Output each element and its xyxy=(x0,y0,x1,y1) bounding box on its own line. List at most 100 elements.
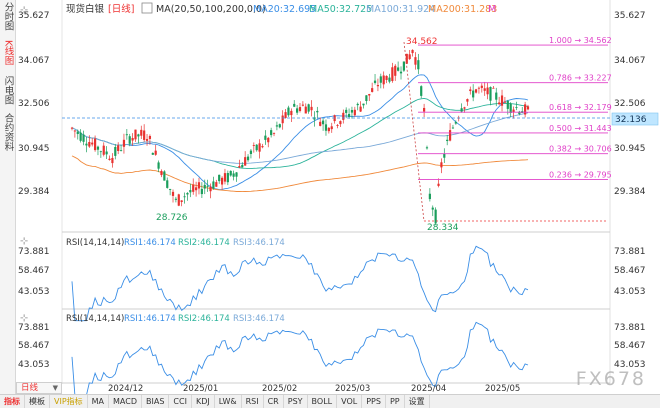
candle-body xyxy=(345,109,348,113)
candle-body xyxy=(108,158,111,160)
candle-body xyxy=(405,53,408,64)
time-tick: 2025/05 xyxy=(485,384,520,394)
candle-body xyxy=(388,77,391,82)
fib-level-label: 0.618 → 32.179 xyxy=(549,103,612,112)
period-selector[interactable]: 日线 ▼ xyxy=(16,382,62,394)
candle-body xyxy=(347,113,351,117)
low-annotation: 28.334 xyxy=(427,223,459,233)
crosshair-icon[interactable]: ⊹ xyxy=(20,5,28,16)
candle-body xyxy=(466,99,469,102)
candle-body xyxy=(420,86,423,96)
candle-body xyxy=(171,191,175,196)
toolbar-vip-indicators[interactable]: VIP指标 xyxy=(50,395,88,408)
ma-close-icon[interactable]: M xyxy=(488,4,496,15)
candle-body xyxy=(368,93,371,96)
fibonacci-retracement[interactable]: 1.000 → 34.562 0.786 → 33.227 0.618 → 32.1… xyxy=(418,36,612,180)
toolbar-cr[interactable]: CR xyxy=(264,395,284,408)
candle-body xyxy=(278,124,281,128)
candle-body xyxy=(183,196,186,198)
candle-body xyxy=(102,145,105,155)
toolbar-macd[interactable]: MACD xyxy=(109,395,143,408)
tab-contract-info[interactable]: 合约资料 xyxy=(0,113,16,154)
candle-body xyxy=(203,184,206,189)
candle-body xyxy=(293,103,296,107)
candle-body xyxy=(200,188,203,195)
fib-level-label: 0.786 → 33.227 xyxy=(549,74,612,83)
candle-body xyxy=(209,186,212,192)
candle-body xyxy=(313,117,316,120)
toolbar-settings[interactable]: 设置 xyxy=(405,395,430,408)
rsi-tick: 58.467 xyxy=(614,266,646,276)
candle-body xyxy=(319,121,322,126)
rsi-tick: 73.881 xyxy=(614,247,646,257)
candle-body xyxy=(88,141,91,147)
candle-body xyxy=(339,121,342,125)
candle-body xyxy=(91,142,94,145)
candle-body xyxy=(212,181,215,189)
rsi-tick: 43.053 xyxy=(614,287,646,297)
candle-body xyxy=(480,85,483,88)
toolbar-rsi[interactable]: RSI xyxy=(242,395,264,408)
candle-body xyxy=(423,107,426,112)
crosshair-icon[interactable]: ⊹ xyxy=(20,236,28,247)
candle-body xyxy=(174,198,177,200)
toolbar-pps[interactable]: PPS xyxy=(362,395,386,408)
toolbar-templates[interactable]: 模板 xyxy=(25,395,50,408)
current-price-badge xyxy=(611,112,659,126)
candle-body xyxy=(477,87,481,89)
crosshair-icon[interactable]: ⊹ xyxy=(20,313,28,324)
candle-body xyxy=(379,76,382,83)
tab-kline[interactable]: K线图 xyxy=(0,40,16,68)
candle-body xyxy=(373,80,377,83)
candle-body xyxy=(287,107,290,116)
candle-body xyxy=(246,156,250,161)
candle-body xyxy=(342,112,345,120)
fib-level-label: 1.000 → 34.562 xyxy=(549,36,612,45)
price-tick: 35.627 xyxy=(614,11,646,21)
candle-body xyxy=(261,146,264,148)
candle-body xyxy=(151,152,154,155)
time-tick: 2025/02 xyxy=(262,384,297,394)
candle-body xyxy=(397,67,400,71)
candle-body xyxy=(85,143,88,146)
toolbar-lw[interactable]: LW& xyxy=(215,395,242,408)
toolbar-pp[interactable]: PP xyxy=(386,395,405,408)
toolbar-psy[interactable]: PSY xyxy=(284,395,308,408)
candle-body xyxy=(215,182,218,187)
candle-body xyxy=(307,104,310,112)
toolbar-vol[interactable]: VOL xyxy=(337,395,363,408)
toolbar-cci[interactable]: CCI xyxy=(169,395,192,408)
toolbar-ma[interactable]: MA xyxy=(88,395,110,408)
toolbar-indicators[interactable]: 指标 xyxy=(0,395,25,408)
candle-body xyxy=(290,110,293,116)
toolbar-kdj[interactable]: KDJ xyxy=(192,395,215,408)
fib-level-label: 0.500 → 31.443 xyxy=(549,124,612,133)
toolbar-bias[interactable]: BIAS xyxy=(142,395,170,408)
ma20-value: MA20:32.695 xyxy=(253,4,316,15)
candle-body xyxy=(264,135,267,140)
tab-timeshare[interactable]: 分时图 xyxy=(0,2,16,34)
checkbox-icon[interactable] xyxy=(141,2,153,14)
candle-body xyxy=(515,107,518,108)
ma100-line xyxy=(71,112,529,164)
candle-body xyxy=(195,187,198,191)
candle-body xyxy=(524,104,527,115)
time-tick: 2025/01 xyxy=(183,384,218,394)
toolbar-boll[interactable]: BOLL xyxy=(308,395,338,408)
candle-body xyxy=(131,138,134,141)
period-tag[interactable]: [日线] xyxy=(108,3,134,15)
rsi-tick-left: 43.053 xyxy=(18,287,50,297)
tab-flash-chart[interactable]: 闪电图 xyxy=(0,76,16,108)
candle-body xyxy=(229,170,232,176)
candle-body xyxy=(327,127,330,132)
candle-body xyxy=(472,90,475,98)
candle-body xyxy=(330,126,333,130)
candle-body xyxy=(96,146,100,150)
rsi-line xyxy=(71,321,529,396)
candle-body xyxy=(500,95,504,106)
candle-body xyxy=(385,75,388,80)
candle-body xyxy=(137,134,140,137)
indicator-toolbar: 指标 模板 VIP指标 MA MACD BIAS CCI KDJ LW& RSI… xyxy=(0,394,660,408)
candle-body xyxy=(82,134,85,142)
